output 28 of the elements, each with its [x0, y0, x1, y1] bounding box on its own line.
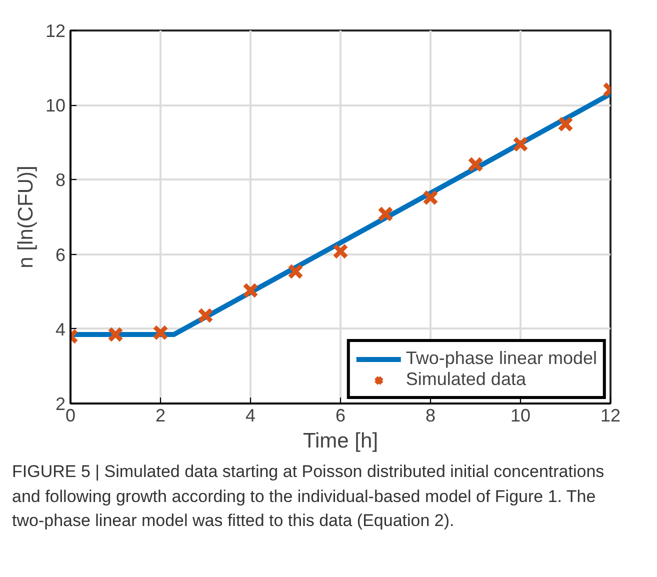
point: [242, 282, 258, 298]
point: [378, 206, 394, 222]
legend-label: Two-phase linear model: [406, 348, 597, 369]
point: [468, 156, 484, 172]
legend-label: Simulated data: [406, 369, 526, 390]
y-tick-label: 4: [55, 319, 66, 340]
point: [512, 136, 528, 152]
y-tick-label: 8: [55, 170, 66, 190]
x-tick-label: 2: [155, 406, 166, 426]
x-axis-title: Time [h]: [302, 430, 378, 452]
y-tick-label: 6: [55, 244, 66, 265]
x-tick-label: 10: [510, 406, 531, 426]
x-tick-label: 0: [65, 406, 76, 426]
caption: FIGURE 5 | Simulated data starting at Poisson distributed initial concentrations and following growth according to the individual-based model of Figure 1. The two-phase linear model was fitted to this data (Equation 2).: [12, 461, 606, 532]
y-tick-label: 10: [45, 96, 66, 116]
x-tick-label: 4: [245, 406, 256, 426]
point: [288, 264, 304, 280]
point: [152, 324, 168, 341]
point: [198, 308, 214, 324]
point: [332, 243, 348, 260]
point: [422, 190, 438, 206]
point: [108, 326, 124, 342]
x-tick-label: 8: [425, 406, 436, 426]
y-tick-label: 12: [45, 21, 66, 41]
y-axis-title: n [ln(CFU)]: [14, 166, 38, 268]
x-tick-label: 6: [335, 406, 346, 426]
x-tick-label: 12: [600, 406, 621, 426]
point: [558, 116, 574, 132]
